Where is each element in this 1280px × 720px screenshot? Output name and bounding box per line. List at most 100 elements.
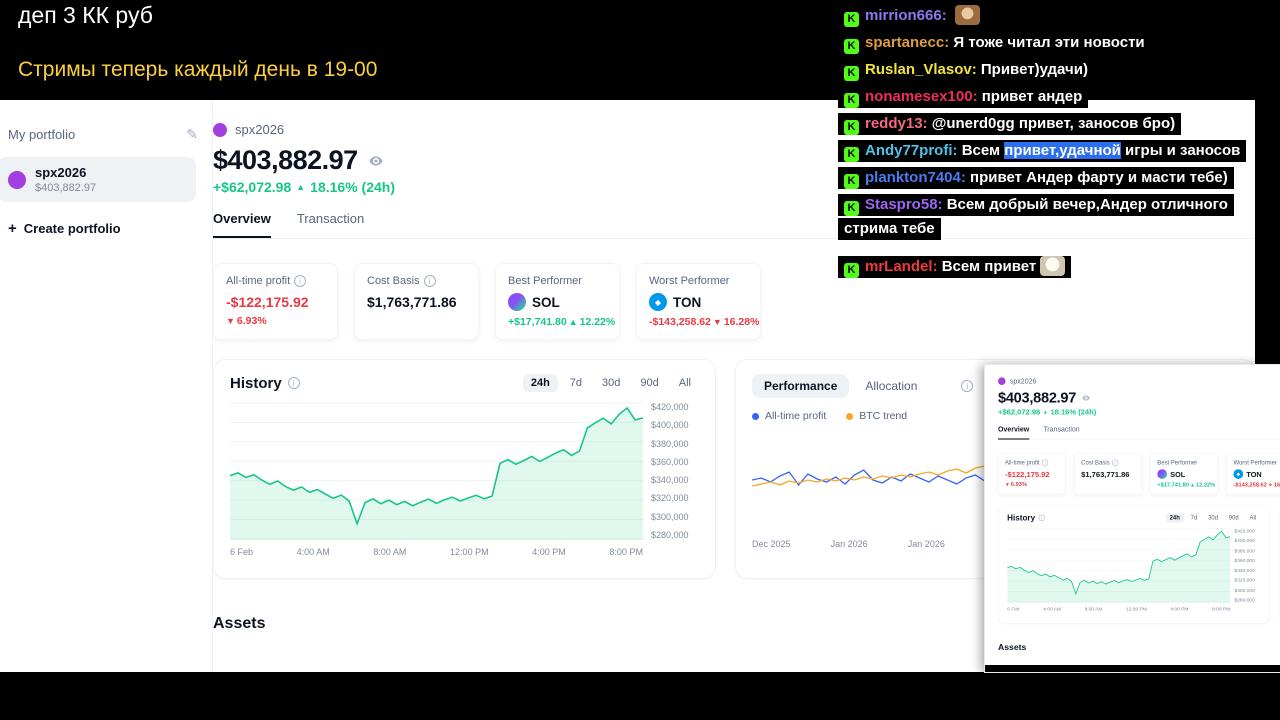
arrow-up-icon: ▲ — [568, 317, 578, 327]
history-title: History — [230, 374, 282, 392]
coin-symbol: SOL — [1170, 470, 1186, 479]
card-pct: 12.22% — [579, 316, 616, 328]
chat-message: K Andy77profi: Всем привет,удачной игры и… — [838, 139, 1278, 163]
info-icon[interactable]: i — [961, 380, 974, 392]
coin-symbol: SOL — [532, 294, 560, 310]
range-all[interactable]: All — [1249, 514, 1257, 522]
range-24h[interactable]: 24h — [522, 374, 558, 392]
portfolio-tabs: Overview Transaction — [998, 424, 1280, 441]
portfolio-name: spx2026 — [235, 122, 285, 137]
info-icon[interactable]: i — [423, 275, 436, 287]
tab-transaction[interactable]: Transaction — [296, 211, 365, 226]
history-x-axis: 6 Feb 4:00 AM 8:00 AM 12:00 PM 4:00 PM 8… — [1007, 606, 1231, 612]
chat-text: Всем привет — [941, 258, 1037, 275]
chat-username[interactable]: Andy77profi: — [865, 142, 958, 159]
create-portfolio-button[interactable]: + Create portfolio — [8, 220, 198, 237]
card-all-time-profit: All-time profit i -$122,175.92 ▼ 6.93% — [998, 453, 1066, 495]
chat-username[interactable]: spartanecc: — [865, 34, 950, 51]
tab-overview[interactable]: Overview — [213, 211, 271, 238]
legend-dot-btc-icon — [846, 412, 854, 420]
eye-icon[interactable] — [368, 153, 384, 169]
portfolio-tabs: Overview Transaction — [213, 211, 1255, 239]
history-panel: History i 24h 7d 30d 90d All $420,000 — [998, 504, 1270, 624]
chat-text: привет Андер фарту и масти тебе) — [970, 169, 1228, 186]
range-7d[interactable]: 7d — [569, 377, 583, 389]
arrow-down-icon: ▼ — [1267, 482, 1273, 488]
sidebar-portfolio-item[interactable]: spx2026 $403,882.97 — [0, 157, 196, 202]
info-icon[interactable]: i — [1038, 514, 1045, 522]
ton-coin-icon: ◆ — [1233, 469, 1244, 479]
card-abs: +$17,741.80 — [1157, 481, 1189, 489]
card-value: $1,763,771.86 — [367, 294, 457, 310]
card-title: Best Performer — [1157, 459, 1198, 466]
card-title: Cost Basis — [1081, 459, 1110, 466]
subscriber-badge-icon: K — [844, 147, 859, 162]
edit-pencil-icon[interactable]: ✎ — [186, 126, 198, 142]
chat-username[interactable]: mirrion666: — [865, 7, 947, 24]
card-pct: 6.93% — [1010, 481, 1027, 488]
arrow-up-icon: ▲ — [1190, 482, 1195, 488]
info-icon[interactable]: i — [1111, 459, 1119, 466]
chat-username[interactable]: Staspro58: — [865, 196, 943, 213]
stat-cards-row: All-time profit i -$122,175.92 ▼ 6.93% Cos… — [213, 263, 1255, 340]
card-title: All-time profit — [1005, 459, 1040, 466]
tab-allocation[interactable]: Allocation — [865, 379, 918, 393]
info-icon[interactable]: i — [1041, 459, 1049, 466]
tab-transaction[interactable]: Transaction — [1043, 424, 1080, 434]
chat-username[interactable]: nonamesex100: — [865, 88, 978, 105]
time-range-selector: 24h 7d 30d 90d All — [522, 374, 699, 392]
create-portfolio-label: Create portfolio — [23, 221, 121, 236]
portfolio-name: spx2026 — [1009, 376, 1037, 385]
card-cost-basis: Cost Basis i $1,763,771.86 — [1074, 453, 1142, 495]
range-30d[interactable]: 30d — [602, 377, 621, 389]
subscriber-badge-icon: K — [844, 39, 859, 54]
sidebar-portfolio-name: spx2026 — [35, 165, 87, 180]
range-all[interactable]: All — [678, 377, 691, 389]
subscriber-badge-icon: K — [844, 66, 859, 81]
change-pct: 18.16% (24h) — [1050, 407, 1097, 417]
arrow-down-icon: ▼ — [1005, 481, 1010, 488]
range-90d[interactable]: 90d — [640, 377, 659, 389]
card-value: -$122,175.92 — [226, 294, 309, 310]
change-pct: 18.16% (24h) — [310, 179, 395, 195]
chat-username[interactable]: Ruslan_Vlasov: — [865, 61, 977, 78]
range-30d[interactable]: 30d — [1208, 514, 1218, 522]
chat-username[interactable]: mrLandel: — [865, 258, 938, 275]
chat-username[interactable]: plankton7404: — [865, 169, 966, 186]
arrow-up-icon: ▲ — [1042, 409, 1048, 415]
card-title: All-time profit — [226, 275, 291, 287]
portfolio-avatar — [8, 170, 26, 189]
info-icon[interactable]: i — [294, 275, 307, 287]
chat-text: привет андер — [981, 88, 1083, 105]
mirror-bottom-bar — [985, 665, 1280, 672]
range-7d[interactable]: 7d — [1190, 514, 1198, 522]
tab-performance[interactable]: Performance — [752, 374, 850, 398]
eye-icon[interactable] — [1082, 393, 1091, 402]
change-abs: +$62,072.98 — [213, 179, 292, 195]
arrow-down-icon: ▼ — [712, 317, 722, 327]
portfolio-change-24h: +$62,072.98 ▲ 18.16% (24h) — [213, 179, 1255, 195]
portfolio-change-24h: +$62,072.98 ▲ 18.16% (24h) — [998, 408, 1280, 417]
history-y-axis: $420,000 $400,000 $380,000 $360,000 $340… — [1234, 528, 1255, 603]
emote-cat-icon — [1040, 256, 1066, 276]
plus-icon: + — [8, 220, 17, 237]
portfolio-avatar — [998, 377, 1006, 385]
card-best-performer: Best Performer SOL +$17,741.80 ▲ 12.22% — [495, 263, 620, 340]
chat-text: Я тоже читал эти новости — [953, 34, 1145, 51]
history-x-axis: 6 Feb 4:00 AM 8:00 AM 12:00 PM 4:00 PM 8… — [230, 547, 643, 557]
subscriber-badge-icon: K — [844, 201, 859, 216]
card-value: -$122,175.92 — [1005, 469, 1050, 479]
card-best-performer: Best Performer SOL +$17,741.80 ▲ 12.22% — [1150, 453, 1218, 495]
range-90d[interactable]: 90d — [1228, 514, 1239, 522]
card-all-time-profit: All-time profit i -$122,175.92 ▼ 6.93% — [213, 263, 338, 340]
chat-username[interactable]: reddy13: — [865, 115, 928, 132]
range-24h[interactable]: 24h — [1165, 512, 1185, 523]
tab-overview[interactable]: Overview — [998, 425, 1030, 440]
history-y-axis: $420,000 $400,000 $380,000 $360,000 $340… — [651, 402, 689, 540]
stream-title-line2: Стримы теперь каждый день в 19-00 — [18, 58, 378, 81]
card-abs: -$143,258.62 — [1233, 481, 1267, 489]
info-icon[interactable]: i — [287, 377, 300, 389]
